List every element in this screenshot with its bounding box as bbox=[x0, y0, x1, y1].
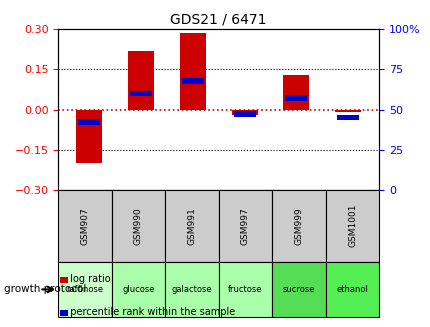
Title: GDS21 / 6471: GDS21 / 6471 bbox=[170, 13, 266, 27]
Text: sucrose: sucrose bbox=[282, 285, 314, 294]
Bar bbox=[325, 262, 378, 317]
Bar bbox=[231, 110, 257, 115]
Bar bbox=[58, 190, 111, 262]
Text: GSM1001: GSM1001 bbox=[347, 204, 356, 248]
Bar bbox=[218, 262, 272, 317]
Bar bbox=[325, 190, 378, 262]
Text: fructose: fructose bbox=[228, 285, 262, 294]
Text: glucose: glucose bbox=[122, 285, 154, 294]
Bar bbox=[335, 110, 360, 112]
Text: GSM997: GSM997 bbox=[240, 207, 249, 245]
Bar bbox=[285, 95, 307, 101]
Text: log ratio: log ratio bbox=[63, 274, 110, 284]
Text: GSM990: GSM990 bbox=[134, 207, 143, 245]
Bar bbox=[130, 91, 152, 96]
Bar bbox=[78, 119, 100, 125]
Bar bbox=[128, 51, 154, 110]
Text: galactose: galactose bbox=[171, 285, 212, 294]
Bar bbox=[233, 112, 255, 117]
Text: raffinose: raffinose bbox=[66, 285, 103, 294]
Bar bbox=[272, 262, 325, 317]
Text: percentile rank within the sample: percentile rank within the sample bbox=[63, 307, 234, 317]
Bar bbox=[181, 78, 203, 84]
Bar bbox=[165, 262, 218, 317]
Text: GSM991: GSM991 bbox=[187, 207, 196, 245]
Bar bbox=[58, 262, 111, 317]
Bar bbox=[283, 75, 309, 110]
Bar bbox=[76, 110, 102, 163]
Bar bbox=[218, 190, 272, 262]
Bar bbox=[336, 115, 358, 120]
Text: ethanol: ethanol bbox=[336, 285, 368, 294]
Text: GSM999: GSM999 bbox=[294, 207, 303, 245]
Bar bbox=[272, 190, 325, 262]
Text: GSM907: GSM907 bbox=[80, 207, 89, 245]
Text: growth protocol: growth protocol bbox=[4, 284, 86, 294]
Bar bbox=[165, 190, 218, 262]
Bar bbox=[111, 262, 165, 317]
Bar bbox=[111, 190, 165, 262]
Bar bbox=[179, 33, 205, 110]
